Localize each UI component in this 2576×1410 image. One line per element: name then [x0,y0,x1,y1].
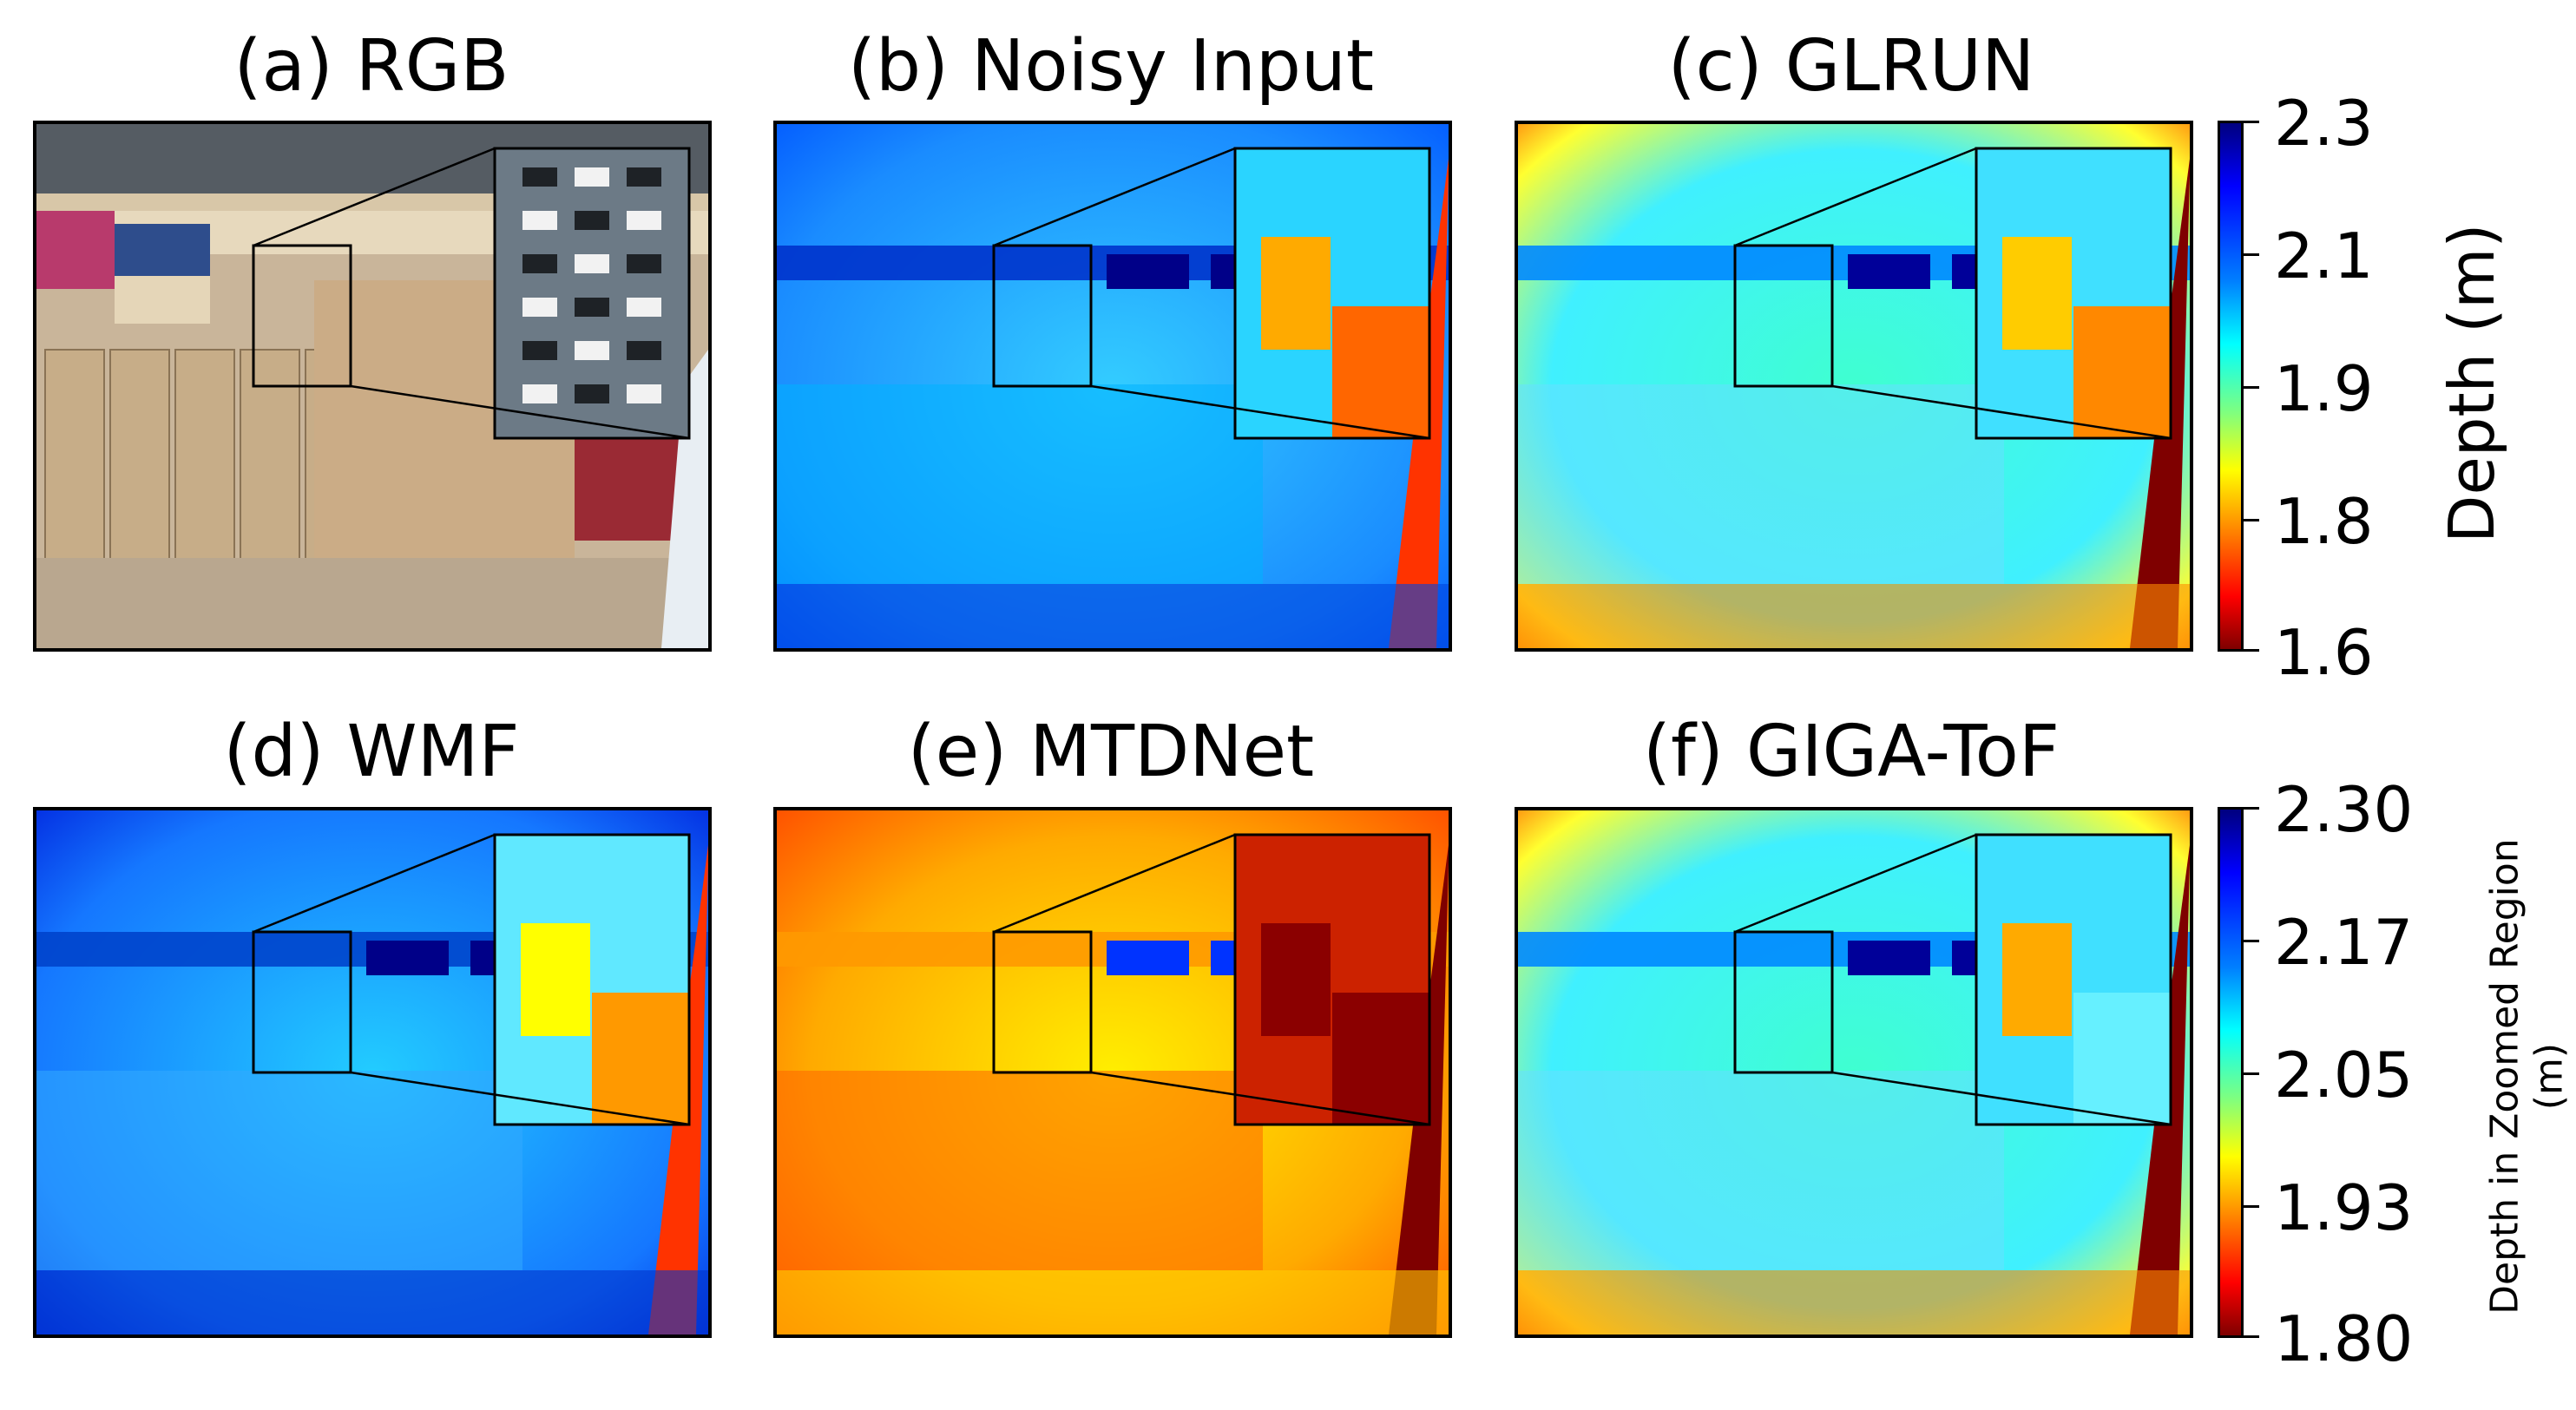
colorbar-top-tick-4: 1.6 [2274,616,2374,689]
colorbar-top-label: Depth (m) [2435,223,2508,543]
panel-title-c: (c) GLRUN [1667,25,2035,108]
panel-image-drawing [777,810,1449,1335]
colorbar-bottom-label-line1: Depth in Zoomed Region [2482,838,2527,1315]
panel-mtdnet-image [773,807,1452,1338]
panel-noisy-input-image [773,121,1452,652]
panel-title-e: (e) MTDNet [907,711,1315,793]
colorbar-bottom-tick-4: 1.80 [2274,1302,2414,1375]
panel-title-d: (d) WMF [223,711,520,793]
panel-rgb-image [33,121,712,652]
panel-title-a: (a) RGB [233,25,509,108]
colorbar-bottom-tick-2: 2.05 [2274,1039,2414,1112]
panel-image-drawing [1518,124,2190,648]
panel-image-drawing [1518,810,2190,1335]
panel-title-f: (f) GIGA-ToF [1642,711,2060,793]
panel-title-b: (b) Noisy Input [847,25,1375,108]
panel-glrun-image [1515,121,2193,652]
colorbar-top-tick-3: 1.8 [2274,485,2374,558]
colorbar-top-tick-1: 2.1 [2274,220,2374,292]
colorbar-bottom-tick-0: 2.30 [2274,773,2414,846]
colorbar-top-tick-0: 2.3 [2274,87,2374,160]
panel-image-drawing [36,124,708,648]
panel-image-drawing [777,124,1449,648]
colorbar-top-tick-2: 1.9 [2274,352,2374,425]
panel-image-drawing [36,810,708,1335]
panel-giga-tof-image [1515,807,2193,1338]
colorbar-bottom-tick-1: 2.17 [2274,906,2414,979]
colorbar-bottom-label: Depth in Zoomed Region (m) [2482,799,2571,1354]
colorbar-bottom-tick-3: 1.93 [2274,1171,2414,1244]
colorbar-top [2218,121,2244,652]
colorbar-bottom [2218,807,2244,1338]
colorbar-bottom-label-line2: (m) [2527,1043,2571,1111]
panel-wmf-image [33,807,712,1338]
